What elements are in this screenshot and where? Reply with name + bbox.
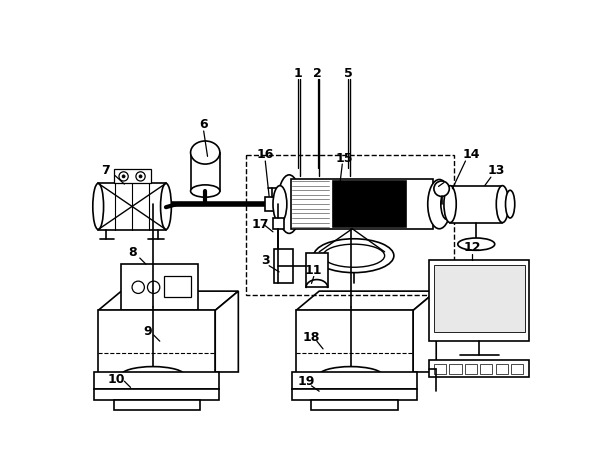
Ellipse shape	[278, 175, 300, 234]
Bar	[292, 389, 417, 401]
Ellipse shape	[121, 367, 185, 385]
Bar	[292, 372, 417, 389]
Ellipse shape	[323, 244, 385, 267]
Ellipse shape	[314, 239, 394, 272]
Bar	[265, 197, 279, 211]
Text: 7: 7	[102, 164, 110, 177]
Ellipse shape	[191, 141, 220, 164]
Text: 14: 14	[462, 148, 480, 161]
Bar	[191, 152, 220, 191]
Bar	[465, 363, 477, 374]
Text: 5: 5	[344, 67, 353, 80]
Text: 12: 12	[463, 241, 481, 254]
Bar	[331, 197, 344, 211]
Ellipse shape	[444, 186, 456, 223]
Bar	[246, 155, 454, 295]
Ellipse shape	[434, 181, 450, 197]
Ellipse shape	[505, 190, 515, 218]
Bar	[94, 372, 219, 389]
Bar	[434, 265, 525, 332]
Bar	[114, 401, 200, 410]
Bar	[273, 249, 293, 283]
Bar	[429, 260, 529, 341]
Bar	[114, 169, 150, 183]
Text: 11: 11	[305, 264, 323, 277]
Polygon shape	[413, 291, 436, 372]
Bar	[480, 363, 492, 374]
Text: 8: 8	[128, 246, 136, 259]
Bar	[495, 363, 508, 374]
Ellipse shape	[160, 183, 171, 229]
Text: 19: 19	[297, 375, 315, 388]
Text: 16: 16	[257, 148, 274, 161]
Bar	[311, 401, 398, 410]
Ellipse shape	[136, 172, 145, 181]
Bar	[121, 264, 198, 310]
Text: 2: 2	[313, 67, 322, 80]
Ellipse shape	[122, 175, 125, 178]
Polygon shape	[215, 291, 239, 372]
Polygon shape	[98, 291, 239, 310]
Bar	[450, 186, 502, 223]
Ellipse shape	[273, 186, 287, 223]
Ellipse shape	[496, 186, 508, 223]
Text: 3: 3	[261, 254, 270, 267]
Text: 6: 6	[200, 118, 208, 130]
Text: 13: 13	[487, 164, 505, 177]
Bar	[291, 180, 433, 229]
Text: 18: 18	[303, 331, 320, 344]
Text: 10: 10	[108, 373, 126, 386]
Bar	[163, 276, 191, 297]
Text: 1: 1	[293, 67, 302, 80]
Bar	[98, 310, 215, 391]
Ellipse shape	[441, 189, 453, 219]
Ellipse shape	[132, 281, 144, 294]
Ellipse shape	[428, 180, 451, 229]
Ellipse shape	[458, 238, 495, 250]
Ellipse shape	[147, 281, 160, 294]
Ellipse shape	[319, 367, 383, 385]
Bar	[296, 310, 413, 391]
Text: 4: 4	[379, 208, 388, 220]
Bar	[511, 363, 523, 374]
Text: 15: 15	[336, 152, 353, 165]
Text: 17: 17	[251, 218, 269, 231]
Bar	[306, 253, 328, 287]
Ellipse shape	[93, 183, 103, 229]
Ellipse shape	[119, 172, 128, 181]
Polygon shape	[296, 291, 436, 310]
Bar	[94, 389, 219, 401]
Bar	[434, 363, 446, 374]
Bar	[273, 218, 284, 229]
Bar	[333, 181, 406, 227]
Ellipse shape	[139, 175, 142, 178]
Bar	[450, 363, 462, 374]
Text: 9: 9	[143, 325, 152, 339]
Bar	[98, 183, 166, 229]
Bar	[429, 361, 529, 378]
Ellipse shape	[191, 185, 220, 197]
